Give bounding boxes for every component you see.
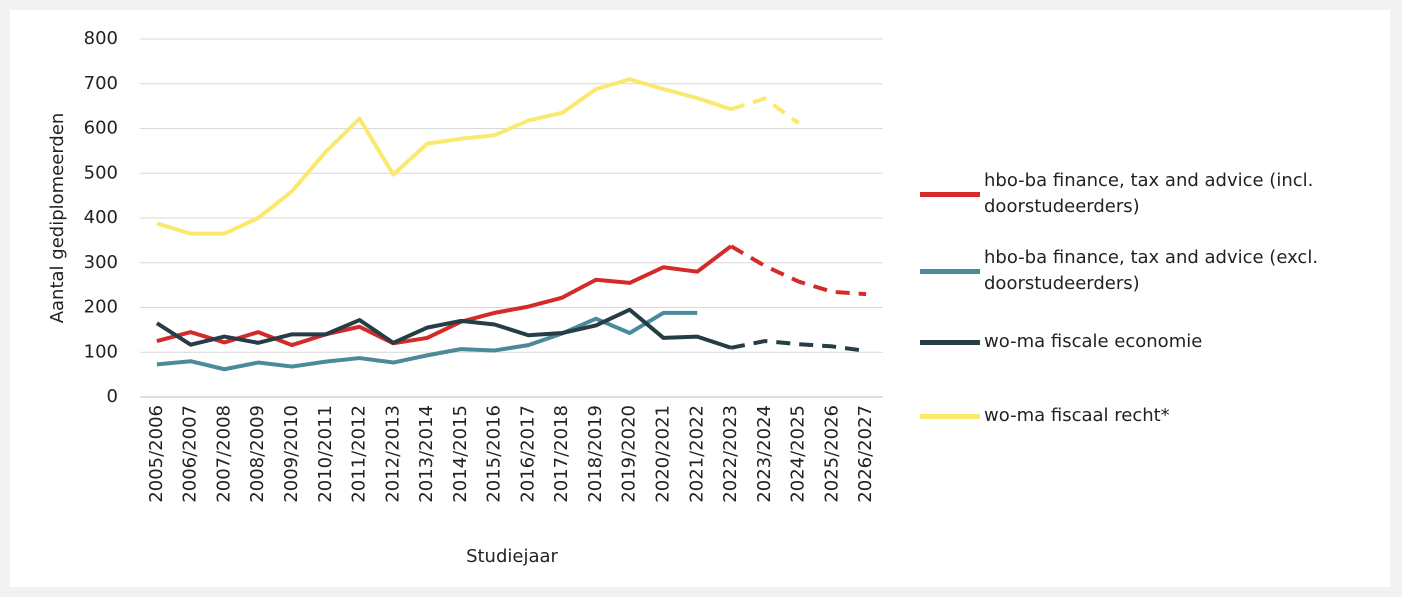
y-axis-label: Aantal gediplomeerden	[47, 113, 68, 324]
legend-swatch	[920, 413, 980, 419]
line	[156, 244, 733, 348]
legend-swatch	[920, 268, 980, 274]
y-tick-label: 300	[84, 252, 118, 273]
legend-label: hbo-ba finance, tax and advice (incl. do…	[984, 170, 1314, 217]
legend-item: hbo-ba finance, tax and advice (excl. do…	[920, 245, 1329, 297]
x-tick-label: 2010/2011	[315, 405, 336, 503]
x-tick-label: 2014/2015	[450, 405, 471, 503]
legend-swatch	[920, 191, 980, 197]
legend-swatch	[920, 339, 980, 345]
y-tick-label: 800	[84, 28, 118, 49]
legend-item: wo-ma fiscale economie	[920, 329, 1329, 355]
y-tick-label: 700	[84, 73, 118, 94]
x-tick-label: 2023/2024	[754, 405, 775, 503]
x-tick-label: 2020/2021	[652, 405, 673, 503]
x-tick-label: 2024/2025	[788, 405, 809, 503]
panel	[10, 10, 1390, 587]
y-tick-label: 100	[84, 341, 118, 362]
x-tick-label: 2007/2008	[213, 405, 234, 503]
line	[156, 310, 698, 372]
x-tick-label: 2021/2022	[686, 405, 707, 503]
x-tick-label: 2005/2006	[146, 405, 167, 503]
line	[156, 77, 732, 236]
y-tick-label: 600	[84, 118, 118, 139]
x-tick-label: 2022/2023	[720, 405, 741, 503]
legend-item: wo-ma fiscaal recht*	[920, 403, 1329, 429]
y-tick-label: 400	[84, 207, 118, 228]
x-tick-label: 2012/2013	[382, 405, 403, 503]
x-tick-label: 2026/2027	[855, 405, 876, 503]
x-tick-label: 2013/2014	[416, 405, 437, 503]
legend-label: wo-ma fiscaal recht*	[984, 405, 1170, 426]
x-axis-label: Studiejaar	[466, 546, 558, 567]
x-tick-label: 2009/2010	[281, 405, 302, 503]
legend-label: wo-ma fiscale economie	[984, 331, 1203, 352]
line	[155, 307, 732, 350]
x-tick-label: 2018/2019	[585, 405, 606, 503]
x-tick-label: 2017/2018	[551, 405, 572, 503]
line-projection	[730, 96, 800, 125]
legend-item: hbo-ba finance, tax and advice (incl. do…	[920, 168, 1329, 220]
x-tick-label: 2025/2026	[821, 405, 842, 503]
line-projection	[730, 244, 867, 297]
x-tick-label: 2011/2012	[349, 405, 370, 503]
x-tick-label: 2019/2020	[619, 405, 640, 503]
x-tick-label: 2006/2007	[180, 405, 201, 503]
y-tick-label: 500	[84, 162, 118, 183]
y-tick-label: 0	[107, 386, 118, 407]
x-tick-label: 2015/2016	[484, 405, 505, 503]
y-tick-label: 200	[84, 297, 118, 318]
x-tick-label: 2016/2017	[517, 405, 538, 503]
x-tick-label: 2008/2009	[247, 405, 268, 503]
legend-label: hbo-ba finance, tax and advice (excl. do…	[984, 247, 1319, 294]
